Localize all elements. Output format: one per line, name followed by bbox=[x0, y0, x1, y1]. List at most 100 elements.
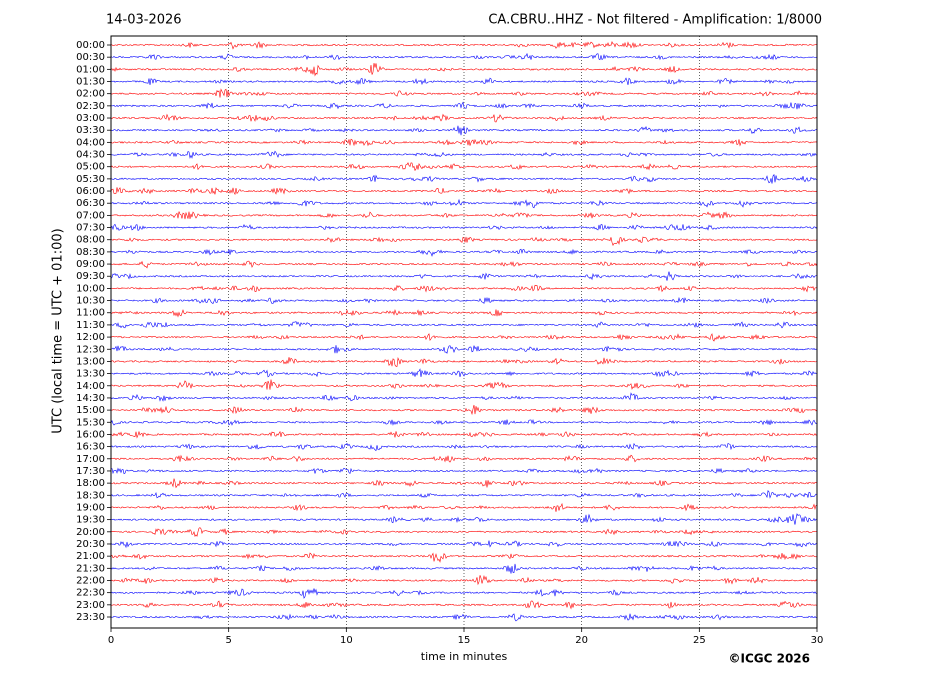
trace bbox=[110, 321, 818, 329]
trace bbox=[110, 345, 818, 354]
trace bbox=[110, 540, 818, 549]
trace bbox=[110, 223, 818, 231]
trace bbox=[110, 113, 818, 123]
x-axis-label: time in minutes bbox=[421, 650, 508, 663]
trace bbox=[110, 490, 818, 499]
y-tick-label: 18:00 bbox=[76, 478, 105, 489]
trace bbox=[110, 101, 818, 110]
y-axis-label: UTC (local time = UTC + 01:00) bbox=[51, 228, 66, 433]
y-tick-label: 15:00 bbox=[76, 405, 105, 416]
y-tick-label: 03:30 bbox=[76, 125, 105, 136]
trace bbox=[110, 260, 818, 269]
y-tick-label: 03:00 bbox=[76, 113, 105, 124]
y-tick-label: 13:00 bbox=[76, 356, 105, 367]
x-tick-label: 25 bbox=[693, 635, 706, 646]
y-tick-label: 09:00 bbox=[76, 259, 105, 270]
trace bbox=[110, 63, 818, 77]
y-tick-label: 06:30 bbox=[76, 198, 105, 209]
y-tick-label: 20:00 bbox=[76, 527, 105, 538]
y-tick-label: 04:30 bbox=[76, 150, 105, 161]
trace bbox=[110, 333, 818, 342]
date: 14-03-2026 bbox=[106, 13, 182, 28]
trace bbox=[110, 162, 818, 172]
trace bbox=[110, 296, 818, 305]
trace bbox=[110, 150, 818, 159]
chart-title: CA.CBRU..HHZ - Not filtered - Amplificat… bbox=[488, 13, 822, 28]
trace bbox=[110, 52, 818, 61]
plot-frame bbox=[110, 35, 818, 629]
trace bbox=[110, 418, 818, 426]
y-tick-label: 11:00 bbox=[76, 308, 105, 319]
trace bbox=[110, 574, 818, 586]
y-tick-label: 00:00 bbox=[76, 40, 105, 51]
y-tick-label: 23:00 bbox=[76, 600, 105, 611]
y-tick-label: 13:30 bbox=[76, 369, 105, 380]
y-tick-label: 18:30 bbox=[76, 490, 105, 501]
y-tick-label: 00:30 bbox=[76, 52, 105, 63]
y-tick-label: 12:00 bbox=[76, 332, 105, 343]
trace bbox=[110, 198, 818, 209]
trace bbox=[110, 527, 818, 537]
trace bbox=[110, 613, 818, 622]
y-tick-label: 23:30 bbox=[76, 612, 105, 623]
trace bbox=[110, 454, 818, 463]
y-tick-label: 14:00 bbox=[76, 381, 105, 392]
trace bbox=[110, 513, 818, 525]
trace bbox=[110, 236, 818, 246]
y-tick-label: 08:30 bbox=[76, 247, 105, 258]
trace bbox=[110, 552, 818, 563]
y-tick-label: 11:30 bbox=[76, 320, 105, 331]
trace bbox=[110, 357, 818, 367]
y-tick-label: 04:00 bbox=[76, 137, 105, 148]
trace bbox=[110, 77, 818, 86]
trace bbox=[110, 430, 818, 439]
trace bbox=[110, 40, 818, 50]
y-tick-label: 05:00 bbox=[76, 162, 105, 173]
trace bbox=[110, 125, 818, 136]
trace bbox=[110, 187, 818, 196]
y-tick-label: 19:00 bbox=[76, 502, 105, 513]
y-tick-label: 05:30 bbox=[76, 174, 105, 185]
trace bbox=[110, 284, 818, 293]
trace bbox=[110, 600, 818, 610]
trace bbox=[110, 404, 818, 416]
y-tick-label: 01:00 bbox=[76, 64, 105, 75]
y-tick-label: 21:00 bbox=[76, 551, 105, 562]
y-tick-label: 20:30 bbox=[76, 539, 105, 550]
y-tick-label: 16:00 bbox=[76, 429, 105, 440]
y-tick-label: 10:00 bbox=[76, 283, 105, 294]
y-tick-label: 22:00 bbox=[76, 575, 105, 586]
y-tick-label: 09:30 bbox=[76, 271, 105, 282]
trace bbox=[110, 248, 818, 257]
trace bbox=[110, 379, 818, 390]
trace bbox=[110, 478, 818, 489]
trace bbox=[110, 392, 818, 402]
x-tick-label: 5 bbox=[225, 635, 231, 646]
trace bbox=[110, 308, 818, 318]
y-tick-label: 19:30 bbox=[76, 515, 105, 526]
trace bbox=[110, 467, 818, 475]
y-tick-label: 17:00 bbox=[76, 454, 105, 465]
trace bbox=[110, 368, 818, 378]
trace bbox=[110, 138, 818, 147]
y-tick-label: 21:30 bbox=[76, 563, 105, 574]
x-tick-label: 10 bbox=[340, 635, 353, 646]
y-tick-label: 02:30 bbox=[76, 101, 105, 112]
x-tick-label: 0 bbox=[108, 635, 114, 646]
y-tick-label: 07:00 bbox=[76, 210, 105, 221]
copyright: ©ICGC 2026 bbox=[728, 652, 810, 666]
y-tick-label: 07:30 bbox=[76, 223, 105, 234]
trace bbox=[110, 271, 818, 281]
x-tick-label: 20 bbox=[575, 635, 588, 646]
trace bbox=[110, 88, 818, 98]
trace bbox=[110, 442, 818, 452]
trace bbox=[110, 211, 818, 220]
y-tick-label: 22:30 bbox=[76, 588, 105, 599]
y-tick-label: 01:30 bbox=[76, 77, 105, 88]
y-tick-label: 12:30 bbox=[76, 344, 105, 355]
trace bbox=[110, 588, 818, 599]
y-tick-label: 17:30 bbox=[76, 466, 105, 477]
trace bbox=[110, 173, 818, 184]
y-tick-label: 10:30 bbox=[76, 296, 105, 307]
